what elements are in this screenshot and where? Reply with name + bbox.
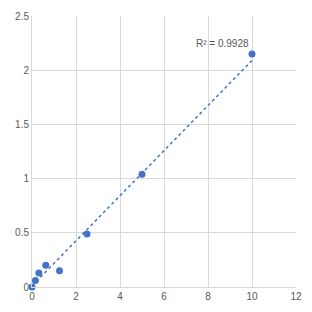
svg-text:1: 1	[23, 173, 29, 184]
svg-text:2.5: 2.5	[15, 11, 29, 22]
svg-text:12: 12	[290, 291, 302, 302]
svg-text:0: 0	[23, 282, 29, 293]
svg-text:10: 10	[246, 291, 258, 302]
svg-text:1.5: 1.5	[15, 119, 29, 130]
svg-text:8: 8	[205, 291, 211, 302]
svg-text:0.5: 0.5	[15, 227, 29, 238]
svg-text:2: 2	[73, 291, 79, 302]
svg-text:0: 0	[29, 291, 35, 302]
svg-text:R² = 0.9928: R² = 0.9928	[196, 38, 249, 49]
svg-text:2: 2	[23, 65, 29, 76]
svg-text:6: 6	[161, 291, 167, 302]
svg-text:4: 4	[117, 291, 123, 302]
